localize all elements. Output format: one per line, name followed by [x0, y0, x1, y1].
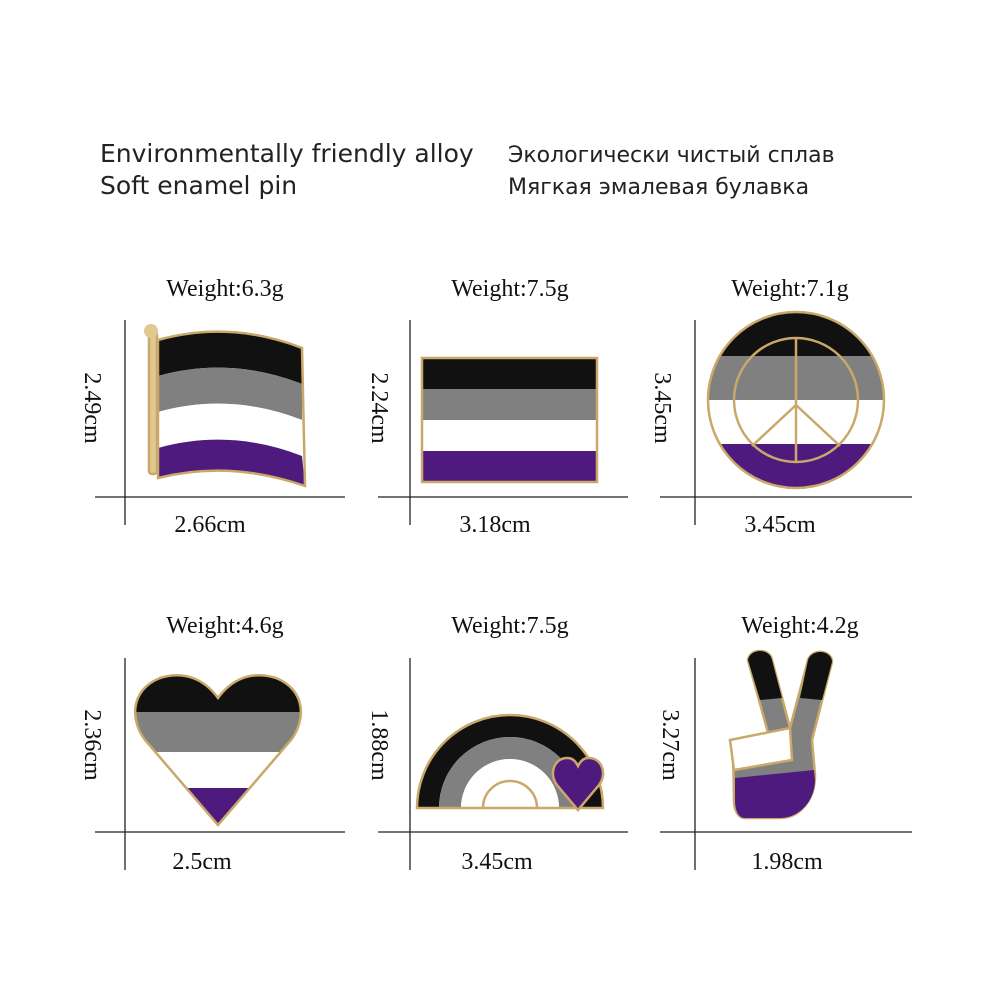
width-label: 1.98cm [751, 849, 823, 875]
weight-label: Weight:7.1g [731, 276, 848, 302]
header-text: Environmentally friendly alloy [100, 139, 474, 168]
height-label: 2.36cm [79, 709, 105, 781]
weight-label: Weight:7.5g [451, 276, 568, 302]
measure-lines [95, 320, 912, 870]
pin-rainbow [415, 713, 605, 812]
weight-label: Weight:7.5g [451, 613, 568, 639]
weight-label: Weight:6.3g [166, 276, 283, 302]
height-label: 2.24cm [366, 372, 392, 444]
height-label: 3.45cm [649, 372, 675, 444]
labels: Weight:6.3g Weight:7.5g Weight:7.1g Weig… [79, 276, 859, 875]
width-label: 3.45cm [744, 512, 816, 538]
header-text: Soft enamel pin [100, 171, 297, 200]
width-label: 2.5cm [172, 849, 232, 875]
weight-label: Weight:4.2g [741, 613, 858, 639]
pin-waving-flag [144, 324, 307, 488]
height-label: 3.27cm [657, 709, 683, 781]
header-text: Экологически чистый сплав [508, 143, 835, 168]
height-label: 1.88cm [366, 709, 392, 781]
pin-flag [420, 356, 599, 484]
width-label: 3.45cm [461, 849, 533, 875]
height-label: 2.49cm [79, 372, 105, 444]
weight-label: Weight:4.6g [166, 613, 283, 639]
width-label: 3.18cm [459, 512, 531, 538]
pin-hand [728, 649, 834, 820]
header-text: Мягкая эмалевая булавка [508, 175, 809, 200]
width-label: 2.66cm [174, 512, 246, 538]
